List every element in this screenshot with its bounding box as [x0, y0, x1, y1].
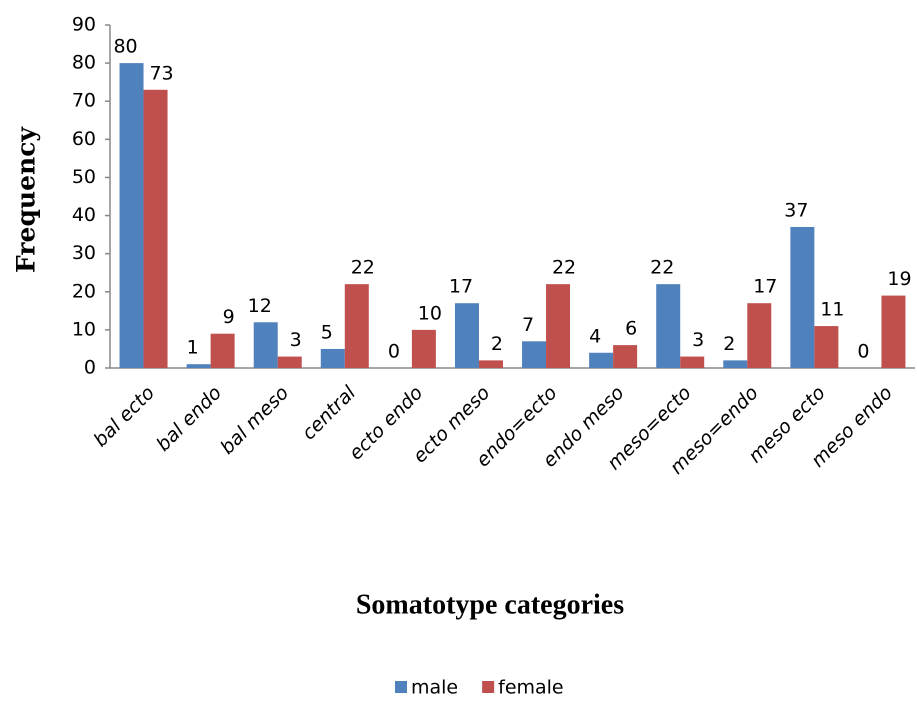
data-label: 10 — [418, 302, 442, 324]
bar — [186, 364, 211, 368]
bar — [656, 284, 681, 368]
y-tick-label: 0 — [84, 357, 96, 379]
bar — [814, 326, 839, 368]
data-label: 7 — [522, 314, 534, 336]
legend-swatch — [395, 681, 407, 693]
y-tick-label: 40 — [72, 204, 96, 226]
x-tick-label: central — [298, 381, 361, 444]
bar — [546, 284, 571, 368]
data-label: 11 — [820, 299, 844, 321]
bar — [119, 63, 144, 368]
y-tick-label: 80 — [72, 52, 96, 74]
x-tick-label: bal ecto — [90, 382, 159, 451]
x-tick-label: bal endo — [152, 382, 226, 456]
bar — [522, 341, 547, 368]
data-label: 0 — [388, 341, 400, 363]
data-label: 9 — [223, 306, 235, 328]
data-label: 80 — [113, 36, 137, 58]
data-label: 4 — [589, 325, 601, 347]
data-label: 2 — [491, 333, 503, 355]
data-label: 19 — [887, 268, 911, 290]
data-label: 12 — [248, 295, 272, 317]
bar — [613, 345, 638, 368]
bar — [344, 284, 369, 368]
data-label: 37 — [784, 199, 808, 221]
data-label: 5 — [321, 321, 333, 343]
data-label: 22 — [552, 257, 576, 279]
bar — [747, 303, 772, 368]
x-tick-label: bal meso — [216, 382, 293, 459]
bar — [253, 322, 278, 368]
bar — [454, 303, 479, 368]
y-tick-label: 10 — [72, 318, 96, 340]
data-label: 3 — [290, 329, 302, 351]
data-label: 73 — [149, 62, 173, 84]
bar — [277, 356, 302, 368]
bar — [790, 226, 815, 368]
legend: male female — [395, 677, 564, 699]
bar — [680, 356, 705, 368]
y-tick-label: 30 — [72, 242, 96, 264]
data-label: 3 — [692, 329, 704, 351]
y-tick-label: 70 — [72, 90, 96, 112]
x-axis-title: Somatotype categories — [356, 589, 624, 620]
bar — [320, 348, 345, 368]
legend-swatch — [482, 681, 495, 693]
y-tick-label: 60 — [72, 128, 96, 150]
data-label: 0 — [857, 341, 869, 363]
bar — [881, 295, 906, 368]
data-label: 2 — [723, 333, 735, 355]
data-label: 17 — [753, 276, 777, 298]
bar — [210, 333, 235, 368]
data-label: 22 — [650, 257, 674, 279]
bar — [143, 89, 168, 369]
y-tick-label: 90 — [72, 14, 96, 36]
y-tick-label: 50 — [72, 166, 96, 188]
data-label: 17 — [449, 276, 473, 298]
data-label: 6 — [625, 318, 637, 340]
y-tick-label: 20 — [72, 280, 96, 302]
bar — [723, 360, 748, 368]
bar — [478, 360, 503, 368]
legend-label: female — [498, 677, 564, 699]
bar — [589, 352, 614, 368]
y-axis-title: Frequency — [12, 126, 41, 273]
legend-label: male — [411, 677, 458, 699]
bar — [411, 329, 436, 368]
data-label: 22 — [351, 257, 375, 279]
data-label: 1 — [187, 337, 199, 359]
